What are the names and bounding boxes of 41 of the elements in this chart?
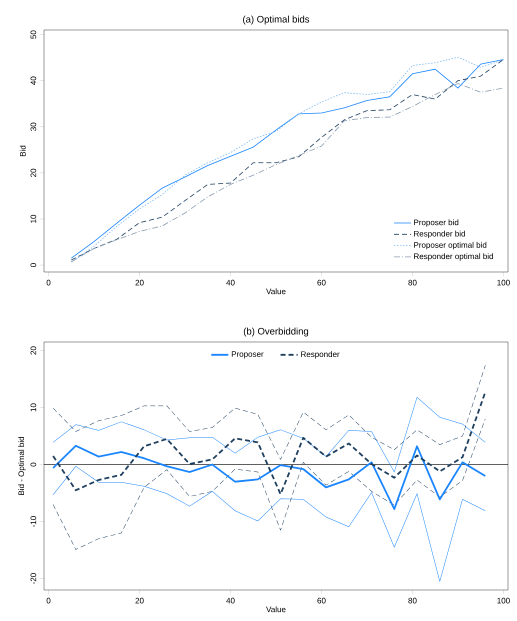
y-tick-label: 50 — [30, 30, 36, 39]
line-series — [52, 391, 486, 496]
x-tick-label: 40 — [226, 598, 235, 604]
y-axis-title: Bid — [20, 146, 26, 156]
x-tick-label: 20 — [135, 280, 144, 286]
line-series — [52, 418, 486, 550]
y-tick-label: 10 — [30, 214, 36, 223]
x-tick-label: 80 — [408, 598, 417, 604]
y-tick-label: -20 — [30, 573, 36, 584]
legend-label: Proposer bid — [414, 219, 458, 227]
x-axis-title: Value — [266, 288, 286, 294]
line-series — [52, 397, 486, 472]
y-tick-label: 30 — [30, 122, 36, 131]
x-tick-label: 100 — [497, 280, 510, 286]
line-series — [52, 444, 486, 510]
legend-label: Proposer — [232, 351, 264, 358]
line-series — [52, 466, 486, 582]
line-series — [52, 365, 486, 460]
y-tick-label: 40 — [30, 76, 36, 85]
y-tick-label: -10 — [30, 516, 36, 528]
x-tick-label: 60 — [317, 598, 326, 604]
x-axis-title: Value — [266, 606, 286, 612]
y-tick-label: 0 — [30, 462, 36, 466]
chart-title: (b) Overbidding — [244, 328, 308, 336]
y-tick-label: 10 — [30, 403, 36, 412]
y-tick-label: 0 — [30, 263, 36, 267]
legend-label: Responder optimal bid — [414, 253, 493, 261]
y-axis-title: Bid - Optimal bid — [18, 436, 26, 495]
x-tick-label: 60 — [317, 280, 326, 286]
x-tick-label: 20 — [135, 598, 144, 604]
x-tick-label: 0 — [46, 598, 50, 604]
legend-label: Responder bid — [414, 230, 465, 238]
chart-title: (a) Optimal bids — [243, 16, 310, 24]
legend-label: Proposer optimal bid — [414, 242, 486, 250]
y-tick-label: 20 — [30, 346, 36, 355]
x-tick-label: 100 — [497, 598, 510, 604]
x-tick-label: 80 — [408, 280, 417, 286]
legend-label: Responder — [301, 351, 340, 359]
x-tick-label: 40 — [226, 280, 235, 286]
y-tick-label: 20 — [30, 168, 36, 177]
x-tick-label: 0 — [46, 280, 50, 286]
